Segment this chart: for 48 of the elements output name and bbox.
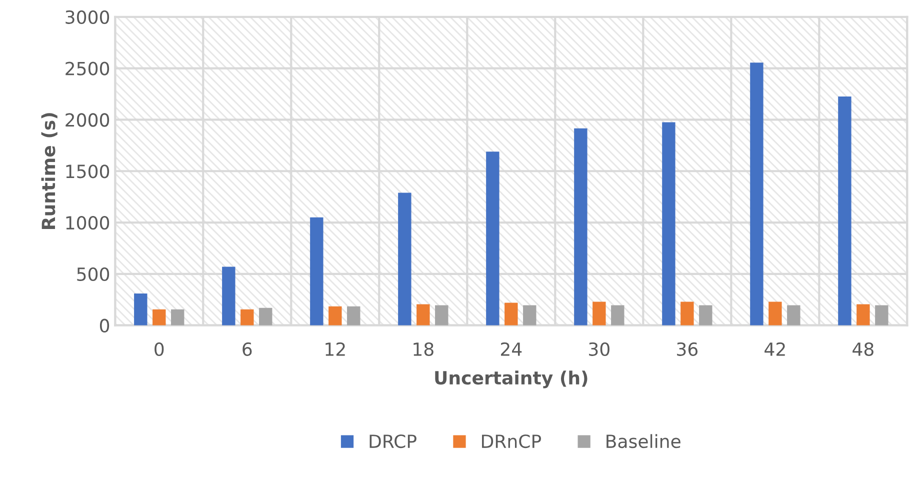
bar	[222, 266, 236, 326]
y-tick-label: 2500	[66, 62, 110, 76]
legend-label: DRnCP	[482, 434, 542, 448]
x-tick-label: 30	[589, 342, 610, 356]
bar	[838, 96, 852, 326]
bar	[134, 293, 148, 326]
bar	[680, 302, 694, 326]
y-tick-label: 500	[77, 267, 110, 282]
bar	[504, 302, 518, 326]
bar	[347, 306, 360, 326]
bar	[259, 308, 272, 326]
bar	[171, 309, 184, 326]
bar	[875, 305, 888, 326]
bar	[486, 152, 500, 326]
bar	[240, 309, 254, 326]
bar	[328, 306, 342, 326]
bar	[662, 122, 676, 326]
y-tick-label: 1000	[66, 216, 110, 230]
y-tick-label: 1500	[66, 164, 110, 178]
bar	[787, 305, 800, 326]
x-tick-label: 36	[677, 342, 698, 356]
legend-label: Baseline	[606, 434, 680, 448]
bar	[592, 302, 606, 326]
bar	[310, 217, 324, 326]
y-tick-label: 2000	[66, 113, 110, 127]
bar	[152, 309, 166, 326]
bar	[856, 304, 870, 326]
x-axis-title: Uncertainty (h)	[435, 370, 588, 388]
y-tick-label: 0	[100, 318, 110, 332]
x-tick-label: 0	[154, 342, 164, 356]
x-tick-label: 12	[326, 342, 345, 356]
bar	[611, 305, 624, 326]
bar	[750, 62, 764, 326]
bar	[574, 128, 588, 326]
legend-label: DRCP	[370, 434, 416, 448]
bar	[523, 305, 536, 326]
x-tick-label: 42	[764, 342, 785, 356]
x-tick-label: 48	[852, 342, 874, 356]
y-axis-title: Runtime (s)	[41, 113, 58, 229]
bar	[398, 192, 412, 326]
x-tick-label: 6	[242, 342, 252, 356]
x-tick-label: 24	[500, 342, 522, 356]
x-tick-label: 18	[414, 342, 434, 356]
y-tick-label: 3000	[66, 10, 110, 24]
bar	[768, 302, 782, 326]
bar	[435, 305, 448, 326]
bar	[416, 304, 430, 326]
bar	[699, 305, 712, 326]
